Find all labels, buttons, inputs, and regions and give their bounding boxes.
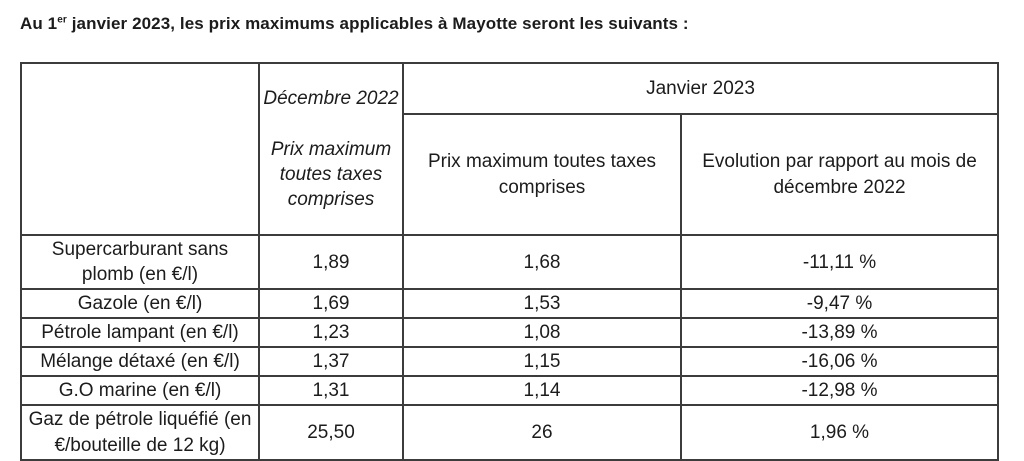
december-header-month: Décembre 2022 (263, 87, 399, 109)
product-label: Mélange détaxé (en €/l) (20, 346, 260, 378)
product-label: Gazole (en €/l) (20, 288, 260, 320)
january-price-value: 1,68 (402, 233, 682, 291)
table-row-petrole-lampant: Pétrole lampant (en €/l) 1,23 1,08 -13,8… (20, 317, 1000, 349)
evolution-value: -9,47 % (679, 288, 1000, 320)
header-row-group: Décembre 2022 Prix maximum toutes taxes … (20, 62, 1000, 236)
product-label: G.O marine (en €/l) (20, 375, 260, 407)
december-price-value: 1,23 (258, 317, 404, 349)
page-title-prefix: Au 1 (20, 14, 58, 33)
table-row-gaz-petrole-liquefie: Gaz de pétrole liquéfié (en €/bouteille … (20, 404, 1000, 461)
column-group-header-january-2023: Janvier 2023 (401, 62, 1000, 115)
december-price-value: 1,69 (258, 288, 404, 320)
page-title: Au 1er janvier 2023, les prix maximums a… (0, 0, 1024, 34)
table-row-gazole: Gazole (en €/l) 1,69 1,53 -9,47 % (20, 288, 1000, 320)
december-price-value: 1,37 (258, 346, 404, 378)
product-label: Pétrole lampant (en €/l) (20, 317, 260, 349)
january-price-value: 1,15 (402, 346, 682, 378)
column-header-evolution: Evolution par rapport au mois de décembr… (679, 113, 1000, 236)
table-row-go-marine: G.O marine (en €/l) 1,31 1,14 -12,98 % (20, 375, 1000, 407)
page-title-suffix: janvier 2023, les prix maximums applicab… (66, 14, 689, 33)
evolution-value: -12,98 % (679, 375, 1000, 407)
table-row-melange-detaxe: Mélange détaxé (en €/l) 1,37 1,15 -16,06… (20, 346, 1000, 378)
product-label: Gaz de pétrole liquéfié (en €/bouteille … (20, 404, 260, 461)
evolution-value: -16,06 % (679, 346, 1000, 378)
corner-header-cell (20, 62, 260, 236)
page-title-superscript: er (57, 14, 67, 26)
product-label: Supercarburant sans plomb (en €/l) (20, 233, 260, 291)
column-header-january-price: Prix maximum toutes taxes comprises (402, 113, 682, 236)
header-row-sub: Prix maximum toutes taxes comprises Evol… (21, 113, 1000, 236)
column-header-december-2022: Décembre 2022 Prix maximum toutes taxes … (258, 62, 404, 236)
evolution-value: -13,89 % (679, 317, 1000, 349)
table-row-supercarburant: Supercarburant sans plomb (en €/l) 1,89 … (20, 233, 1000, 291)
january-price-value: 1,08 (402, 317, 682, 349)
january-price-value: 26 (402, 404, 682, 461)
fuel-price-table: Décembre 2022 Prix maximum toutes taxes … (20, 62, 1000, 461)
december-price-value: 25,50 (258, 404, 404, 461)
january-price-value: 1,14 (402, 375, 682, 407)
evolution-value: 1,96 % (679, 404, 1000, 461)
december-price-value: 1,31 (258, 375, 404, 407)
evolution-value: -11,11 % (679, 233, 1000, 291)
december-price-value: 1,89 (258, 233, 404, 291)
january-price-value: 1,53 (402, 288, 682, 320)
december-header-subtitle: Prix maximum toutes taxes comprises (270, 138, 392, 211)
